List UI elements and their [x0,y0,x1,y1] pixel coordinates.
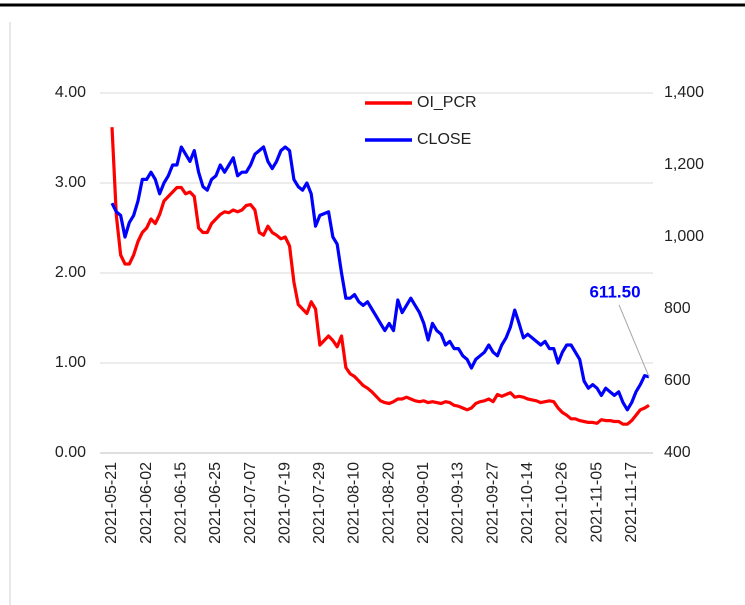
x-tick-label: 2021-06-25 [207,462,224,544]
legend-label: OI_PCR [417,94,477,111]
x-tick-label: 2021-09-13 [450,462,467,544]
y-tick-label: 4.00 [55,84,86,101]
x-tick-label: 2021-10-26 [554,462,571,544]
x-tick-label: 2021-08-10 [346,462,363,544]
series-line [110,145,650,412]
x-tick-label: 2021-08-20 [380,462,397,544]
y2-tick-label: 400 [664,444,691,461]
y-tick-label: 0.00 [55,444,86,461]
series-line [110,127,650,426]
x-tick-label: 2021-11-17 [623,462,640,543]
x-tick-label: 2021-05-21 [103,462,120,544]
x-tick-label: 2021-07-19 [276,462,293,544]
y-tick-label: 1.00 [55,354,86,371]
x-tick-label: 2021-06-02 [138,462,155,544]
x-tick-label: 2021-09-01 [415,462,432,544]
y2-tick-label: 1,200 [664,156,704,173]
y2-tick-label: 600 [664,372,691,389]
y2-tick-label: 800 [664,300,691,317]
x-tick-label: 2021-06-15 [173,462,190,544]
x-tick-label: 2021-07-29 [311,462,328,544]
x-tick-label: 2021-07-07 [242,462,259,544]
label-leader [618,304,650,378]
data-label: 611.50 [589,282,640,301]
y-tick-label: 2.00 [55,264,86,281]
y-tick-label: 3.00 [55,174,86,191]
legend-label: CLOSE [417,131,471,148]
x-tick-label: 2021-09-27 [484,462,501,544]
x-tick-label: 2021-11-05 [588,462,605,543]
y2-tick-label: 1,400 [664,84,704,101]
x-tick-label: 2021-10-14 [519,462,536,544]
y2-tick-label: 1,000 [664,228,704,245]
